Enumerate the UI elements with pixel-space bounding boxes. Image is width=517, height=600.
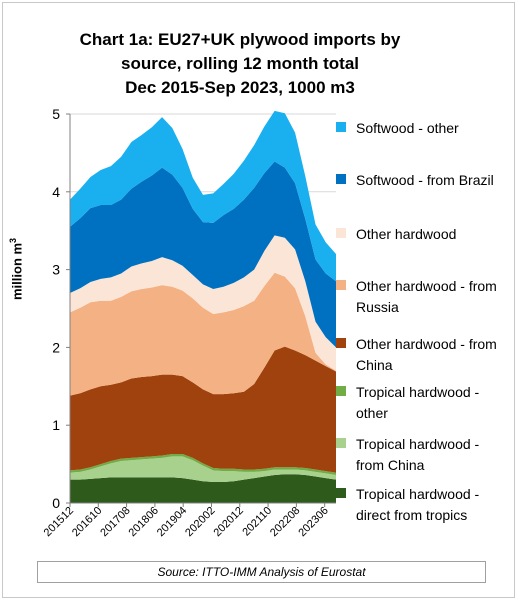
x-tick-label-202208: 202208 [268, 505, 302, 539]
chart-title-line-3: Dec 2015-Sep 2023, 1000 m3 [125, 78, 355, 97]
legend-label: Other hardwood [356, 226, 457, 242]
stacked-areas [70, 110, 336, 503]
x-tick-label-201610: 201610 [70, 505, 104, 539]
x-tick-label-202110: 202110 [240, 505, 274, 539]
area-series-2 [70, 453, 336, 475]
x-tick-label-202306: 202306 [296, 505, 330, 539]
legend-label: Tropical hardwood - direct from tropics [356, 486, 480, 523]
x-tick-label-201904: 201904 [155, 505, 189, 539]
legend-label: Tropical hardwood - other [356, 384, 480, 421]
area-series-6 [70, 161, 336, 348]
source-note: Source: ITTO-IMM Analysis of Eurostat [37, 561, 486, 583]
y-tick-label-0: 0 [52, 495, 60, 511]
x-tick-label-201806: 201806 [127, 505, 161, 539]
legend-swatch [336, 438, 346, 448]
legend-label: Tropical hardwood - from China [356, 436, 480, 473]
area-series-5 [70, 235, 336, 371]
area-series-3 [70, 346, 336, 473]
y-tick-label-2: 2 [52, 339, 60, 355]
area-series-0 [70, 474, 336, 503]
legend-swatch [336, 122, 346, 132]
legend-label: Other hardwood - from China [356, 336, 497, 373]
y-tick-label-4: 4 [52, 184, 60, 200]
y-tick-label-1: 1 [52, 417, 60, 433]
legend-swatch [336, 488, 346, 498]
area-series-4 [70, 272, 336, 396]
legend-swatch [336, 228, 346, 238]
area-series-7 [70, 110, 336, 282]
legend-swatch [336, 280, 346, 290]
chart-title: Chart 1a: EU27+UK plywood imports by sou… [20, 28, 460, 100]
legend-label: Softwood - from Brazil [356, 172, 494, 188]
area-series-1 [70, 456, 336, 482]
legend-label: Other hardwood - from Russia [356, 278, 497, 315]
chart-title-line-2: source, rolling 12 month total [120, 54, 360, 73]
legend-label: Softwood - other [356, 120, 459, 136]
legend-swatch [336, 386, 346, 396]
legend-swatch [336, 338, 346, 348]
x-tick-label-202002: 202002 [183, 505, 217, 539]
y-tick-label-5: 5 [52, 106, 60, 122]
y-tick-label-3: 3 [52, 262, 60, 278]
chart-title-line-1: Chart 1a: EU27+UK plywood imports by [79, 30, 401, 49]
x-tick-label-201708: 201708 [98, 505, 132, 539]
x-tick-label-202012: 202012 [211, 505, 245, 539]
legend-swatch [336, 174, 346, 184]
